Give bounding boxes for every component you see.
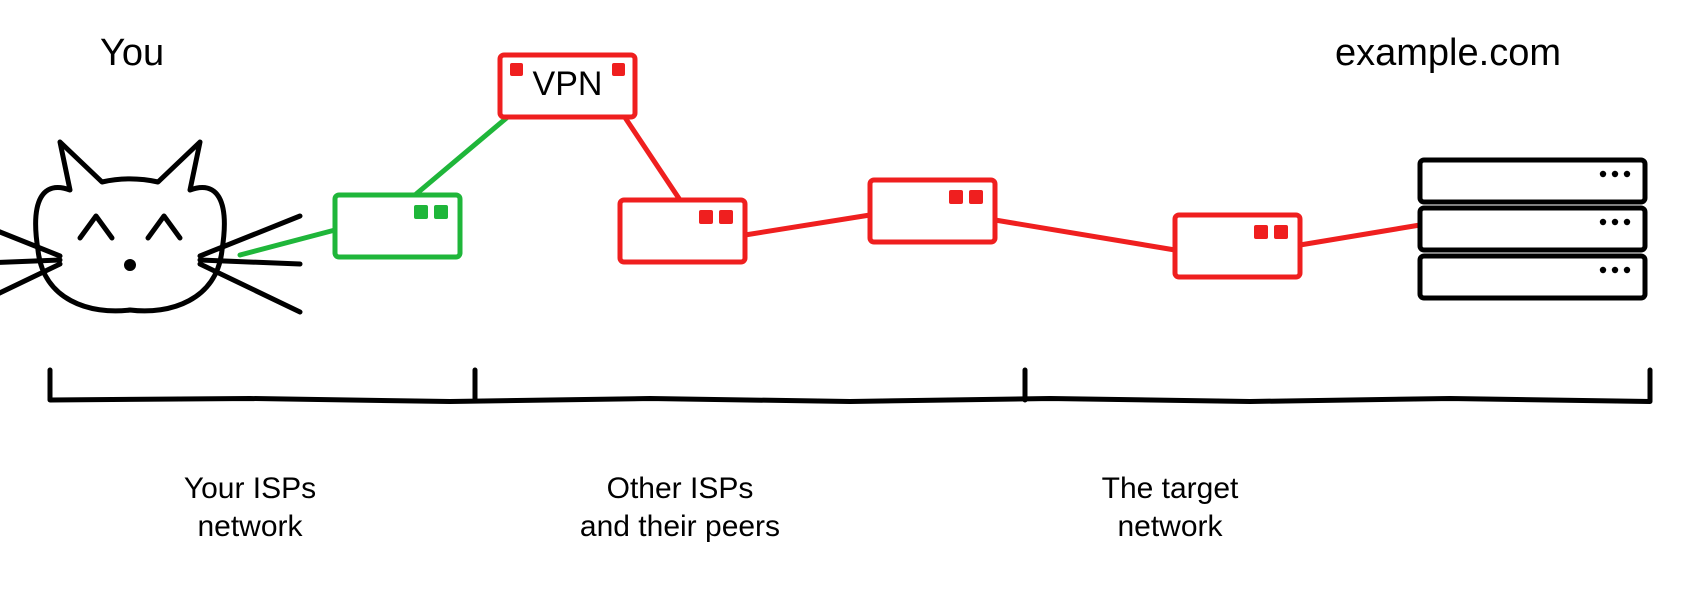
caption-target-network: The target network bbox=[870, 470, 1470, 545]
label-you: You bbox=[100, 30, 164, 78]
label-target: example.com bbox=[1335, 30, 1561, 78]
label-vpn: VPN bbox=[500, 63, 635, 106]
